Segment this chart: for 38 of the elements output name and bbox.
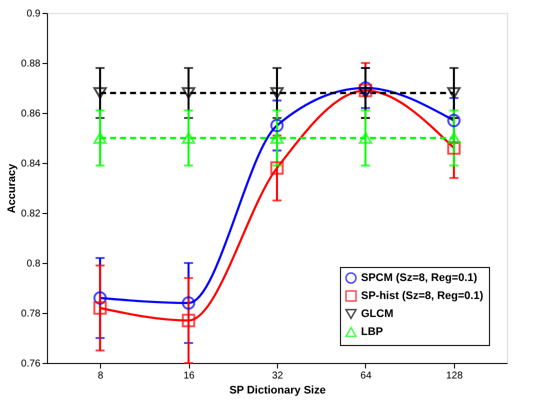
point	[93, 301, 107, 315]
point	[358, 87, 372, 99]
point	[182, 87, 196, 99]
y-tick-label: 0.86	[21, 108, 41, 120]
point	[447, 114, 461, 128]
point	[358, 132, 372, 144]
x-tick-label: 8	[98, 370, 104, 382]
point	[93, 87, 107, 99]
point	[182, 132, 196, 144]
point	[182, 296, 196, 310]
legend-label: LBP	[361, 326, 383, 338]
point	[447, 141, 461, 155]
x-tick-label: 32	[272, 370, 284, 382]
legend-label: SPCM (Sz=8, Reg=0.1)	[361, 272, 478, 284]
y-tick-label: 0.8	[26, 258, 41, 270]
point	[270, 87, 284, 99]
point	[447, 87, 461, 99]
point	[270, 132, 284, 144]
point	[93, 291, 107, 305]
y-tick-label: 0.82	[21, 208, 41, 220]
legend-label: SP-hist (Sz=8, Reg=0.1)	[361, 290, 484, 302]
y-axis-title: Accuracy	[6, 162, 18, 214]
point	[182, 314, 196, 328]
point	[270, 161, 284, 175]
y-tick-label: 0.9	[26, 8, 41, 20]
point	[447, 132, 461, 144]
x-tick-label: 128	[446, 370, 464, 382]
y-tick-label: 0.84	[21, 158, 41, 170]
x-axis-title: SP Dictionary Size	[229, 384, 326, 396]
point	[358, 84, 372, 98]
y-tick-label: 0.78	[21, 308, 41, 320]
y-tick-label: 0.88	[21, 58, 41, 70]
y-tick-label: 0.76	[21, 358, 41, 370]
legend-label: GLCM	[361, 308, 394, 320]
x-tick-label: 64	[360, 370, 372, 382]
point	[270, 118, 284, 132]
point	[93, 132, 107, 144]
x-tick-label: 16	[183, 370, 196, 382]
